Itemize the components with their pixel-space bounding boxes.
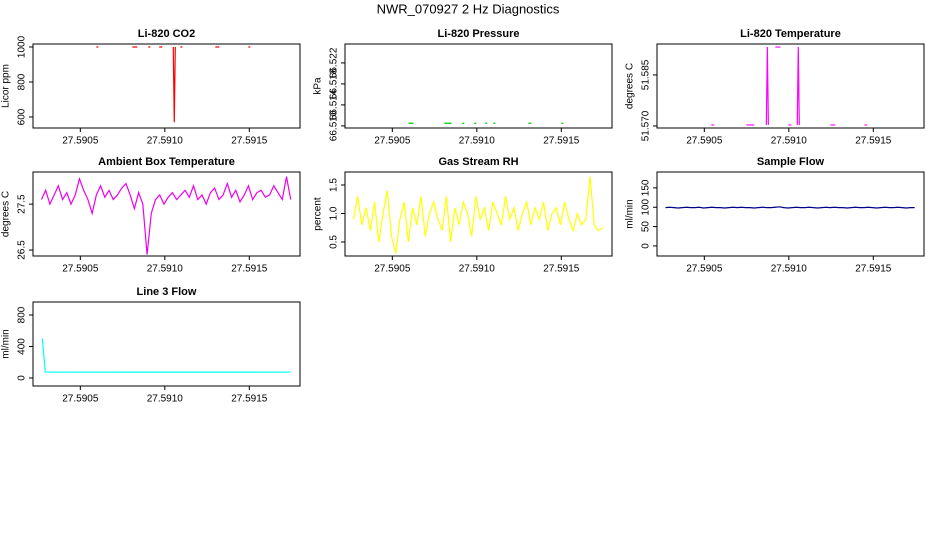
x-tick-label: 27.5915 [543, 264, 580, 275]
x-tick-label: 27.5910 [459, 136, 496, 147]
y-axis-label: Licor ppm [1, 64, 12, 108]
x-tick-label: 27.5905 [686, 264, 723, 275]
y-tick-label: 0.5 [329, 235, 340, 249]
y-axis-label: degrees C [1, 191, 12, 237]
y-tick-label: 51.570 [641, 110, 652, 141]
x-tick-label: 27.5910 [771, 264, 808, 275]
y-tick-label: 0 [17, 375, 28, 381]
plot-frame [32, 171, 301, 257]
panel-title: Li-820 Temperature [740, 28, 841, 40]
panel-title: Gas Stream RH [438, 156, 518, 168]
y-tick-label: 66.522 [329, 47, 340, 78]
plot-area [711, 46, 868, 126]
plot-area [665, 206, 915, 209]
y-tick-label: 50 [641, 221, 652, 233]
y-tick-label: 66.518 [329, 68, 340, 99]
y-tick-label: 800 [17, 73, 28, 90]
x-tick-label: 27.5905 [62, 394, 99, 405]
y-axis-label: kPa [313, 77, 324, 95]
y-tick-label: 600 [17, 108, 28, 125]
panel: Li-820 Temperature degrees C 27.5905 27.591… [625, 28, 925, 147]
y-tick-label: 0 [641, 243, 652, 249]
x-tick-label: 27.5905 [62, 264, 99, 275]
panel: Line 3 Flow ml/min 27.5905 27.5910 27.5915 0 4… [1, 286, 301, 405]
y-axis-label: percent [313, 197, 324, 231]
panel: Gas Stream RH percent 27.5905 27.5910 27.591… [313, 156, 613, 275]
x-tick-label: 27.5910 [147, 394, 184, 405]
data-line [96, 46, 251, 123]
panel-title: Li-820 Pressure [438, 28, 520, 40]
y-tick-label: 150 [641, 179, 652, 196]
y-tick-label: 100 [641, 198, 652, 215]
y-axis-label: ml/min [625, 199, 636, 228]
x-tick-label: 27.5910 [147, 264, 184, 275]
data-line [40, 176, 292, 255]
x-tick-label: 27.5905 [374, 136, 411, 147]
x-tick-label: 27.5910 [459, 264, 496, 275]
plot-area [40, 176, 292, 255]
x-tick-label: 27.5915 [855, 264, 892, 275]
x-tick-label: 27.5905 [62, 136, 99, 147]
plot-area [41, 338, 291, 373]
y-tick-label: 1.5 [329, 178, 340, 192]
data-line [352, 176, 604, 254]
y-axis-label: ml/min [1, 329, 12, 358]
y-tick-label: 1.0 [329, 206, 340, 220]
panel-title: Ambient Box Temperature [98, 156, 235, 168]
y-tick-label: 51.585 [641, 59, 652, 90]
data-line [711, 46, 868, 126]
y-tick-label: 1000 [17, 35, 28, 58]
plot-frame [32, 43, 301, 129]
figure-title: NWR_070927 2 Hz Diagnostics [377, 1, 560, 16]
panel: Sample Flow ml/min 27.5905 27.5910 27.5915 0 5… [625, 156, 925, 275]
y-tick-label: 27.5 [17, 194, 28, 214]
panel-title: Sample Flow [757, 156, 825, 168]
y-tick-label: 66.510 [329, 110, 340, 141]
panel: Li-820 CO2 Licor ppm 27.5905 27.5910 27.5915… [1, 28, 301, 147]
y-tick-label: 26.5 [17, 240, 28, 260]
x-tick-label: 27.5915 [543, 136, 580, 147]
y-tick-label: 400 [17, 338, 28, 355]
x-tick-label: 27.5905 [374, 264, 411, 275]
panel: Li-820 Pressure kPa 27.5905 27.5910 27.5915 6… [313, 28, 613, 147]
plot-area [96, 46, 251, 123]
plot-frame [656, 171, 925, 257]
panel: Ambient Box Temperature degrees C 27.5905 2… [1, 156, 301, 275]
panel-title: Li-820 CO2 [138, 28, 195, 40]
y-tick-label: 800 [17, 306, 28, 323]
x-tick-label: 27.5915 [231, 394, 268, 405]
x-tick-label: 27.5910 [771, 136, 808, 147]
y-axis-label: degrees C [625, 63, 636, 109]
x-tick-label: 27.5915 [231, 264, 268, 275]
x-tick-label: 27.5905 [686, 136, 723, 147]
x-tick-label: 27.5915 [855, 136, 892, 147]
x-tick-label: 27.5915 [231, 136, 268, 147]
plot-frame [344, 43, 613, 129]
x-tick-label: 27.5910 [147, 136, 184, 147]
plot-frame [656, 43, 925, 129]
panel-title: Line 3 Flow [137, 286, 197, 298]
y-tick-label: 66.514 [329, 89, 340, 120]
data-line [665, 206, 915, 209]
plot-frame [32, 301, 301, 387]
plot-frame [344, 171, 613, 257]
plot-area [352, 176, 604, 254]
data-line [41, 338, 291, 373]
